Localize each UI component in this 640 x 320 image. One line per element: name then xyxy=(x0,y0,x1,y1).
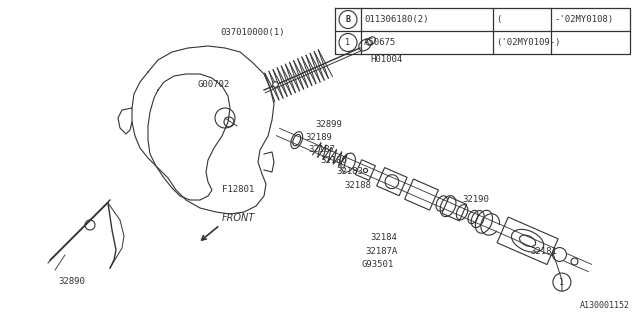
Text: 1: 1 xyxy=(559,277,564,287)
Text: FRONT: FRONT xyxy=(222,213,255,223)
Text: G93501: G93501 xyxy=(362,260,394,269)
Text: -'02MY0108): -'02MY0108) xyxy=(554,15,613,24)
Text: 32890: 32890 xyxy=(58,277,85,286)
Text: 32189: 32189 xyxy=(305,133,332,142)
Polygon shape xyxy=(404,179,438,210)
Text: 011306180(2): 011306180(2) xyxy=(364,15,429,24)
Text: 32190: 32190 xyxy=(462,195,489,204)
Text: 037010000(1): 037010000(1) xyxy=(220,28,285,37)
Text: 32188: 32188 xyxy=(344,181,371,190)
Text: (: ( xyxy=(496,15,501,24)
Text: ('02MY0109-: ('02MY0109- xyxy=(496,38,555,47)
Text: B: B xyxy=(346,15,351,24)
Text: ): ) xyxy=(554,38,559,47)
Text: F12801: F12801 xyxy=(222,185,254,194)
Text: G00702: G00702 xyxy=(197,80,229,89)
Text: A50675: A50675 xyxy=(364,38,396,47)
Text: 1: 1 xyxy=(346,38,351,47)
Polygon shape xyxy=(442,197,467,221)
Text: 32183: 32183 xyxy=(336,167,363,176)
Text: 32187A: 32187A xyxy=(365,247,397,256)
Polygon shape xyxy=(377,168,407,196)
Polygon shape xyxy=(355,160,376,180)
Text: H01004: H01004 xyxy=(370,55,403,64)
Text: 32181: 32181 xyxy=(530,247,557,256)
Text: 32184: 32184 xyxy=(370,233,397,242)
Polygon shape xyxy=(497,217,558,265)
Text: 32187: 32187 xyxy=(308,145,335,154)
Text: 32186: 32186 xyxy=(320,156,347,165)
Text: 32899: 32899 xyxy=(315,120,342,129)
Text: A130001152: A130001152 xyxy=(580,301,630,310)
